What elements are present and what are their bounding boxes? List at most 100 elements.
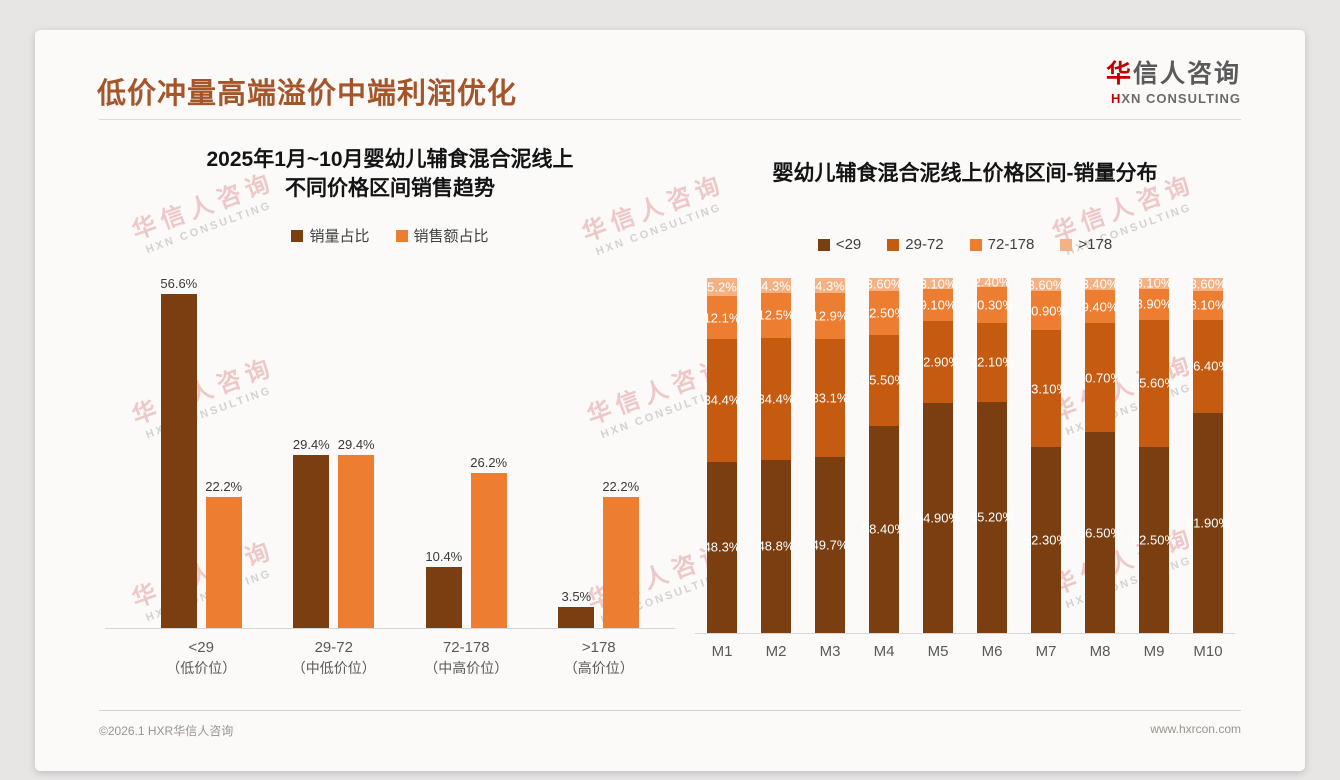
stacked-segment: 34.4% — [704, 339, 740, 462]
stacked-segment: 35.60% — [1132, 320, 1176, 447]
stacked-segment: 52.50% — [1132, 446, 1176, 633]
logo-en-rest: XN CONSULTING — [1121, 91, 1241, 106]
bar-with-label: 10.4% — [425, 549, 462, 628]
segment-value-label: 3.40% — [1081, 276, 1119, 292]
x-axis-label: M3 — [819, 643, 841, 660]
legend-label: 29-72 — [905, 236, 944, 253]
stacked-segment: 26.40% — [1186, 319, 1230, 414]
chart1-title-line2: 不同价格区间销售趋势 — [285, 177, 495, 200]
segment-value-label: 5.2% — [707, 279, 737, 295]
legend-label: 销量占比 — [309, 228, 370, 245]
stacked-segment: 8.10% — [1190, 290, 1226, 320]
company-logo: 华信人咨询 HXN CONSULTING — [1106, 54, 1241, 106]
footer-copyright: ©2026.1 HXR华信人咨询 — [99, 724, 234, 738]
bar-value-label: 22.2% — [205, 479, 243, 495]
stacked-segment: 33.10% — [1024, 329, 1068, 448]
stacked-segment: 4.3% — [761, 278, 791, 294]
stacked-segment: 12.50% — [862, 290, 906, 336]
chart1-plot: 56.6% 22.2% 29.4% 29.4% 10.4% 26.2% 3.5% 22.2% — [105, 276, 675, 628]
stacked-bar: 3.10% 8.90% 35.60% 52.50% — [1127, 276, 1181, 633]
stacked-segment: 22.90% — [916, 321, 960, 403]
bar — [205, 497, 242, 628]
chart-price-band-volume-distribution: 婴幼儿辅食混合泥线上价格区间-销量分布 <29 29-72 72-178 >178 5… — [695, 145, 1235, 660]
bar-with-label: 29.4% — [338, 437, 375, 628]
x-axis-label: M1 — [711, 643, 733, 660]
segment-value-label: 22.90% — [915, 354, 961, 370]
stacked-segment: 8.90% — [1136, 288, 1172, 321]
stacked-segment: 12.9% — [812, 293, 848, 340]
x-axis-label: <29 — [188, 639, 214, 656]
bar — [558, 607, 595, 628]
segment-value-label: 49.7% — [811, 537, 849, 553]
x-axis-label: M8 — [1089, 643, 1111, 660]
segment-value-label: 3.60% — [865, 276, 903, 292]
segment-value-label: 3.10% — [1135, 275, 1173, 291]
segment-value-label: 52.50% — [1131, 532, 1177, 548]
segment-value-label: 22.10% — [969, 354, 1015, 370]
legend-swatch — [887, 238, 900, 251]
segment-value-label: 9.10% — [919, 297, 957, 313]
bar-with-label: 22.2% — [205, 479, 242, 628]
segment-value-label: 12.5% — [757, 307, 795, 323]
bar-value-label: 22.2% — [602, 479, 640, 495]
bar-group: 29.4% 29.4% — [268, 276, 401, 628]
legend-swatch — [969, 238, 982, 251]
segment-value-label: 12.9% — [811, 308, 849, 324]
segment-value-label: 34.4% — [757, 391, 795, 407]
logo-en-first: H — [1110, 91, 1122, 106]
stacked-segment: 3.60% — [1028, 277, 1065, 292]
legend-item: <29 — [817, 236, 861, 253]
page-title: 低价冲量高端溢价中端利润优化 — [97, 78, 518, 110]
segment-value-label: 64.90% — [915, 510, 961, 526]
bar-value-label: 10.4% — [425, 548, 463, 564]
segment-value-label: 10.90% — [1023, 303, 1069, 318]
stacked-segment: 34.4% — [758, 337, 794, 460]
stacked-segment: 22.10% — [970, 323, 1014, 402]
bar — [425, 566, 462, 628]
bar-group: 10.4% 26.2% — [400, 276, 533, 628]
legend-label: >178 — [1078, 236, 1113, 253]
x-axis-label: M7 — [1035, 643, 1057, 660]
stacked-bar-column: 2.40% 10.30% 22.10% 65.20% — [970, 275, 1014, 633]
x-axis-category: 29-72 （中低价位） — [268, 637, 401, 678]
segment-value-label: 8.10% — [1189, 297, 1227, 313]
x-axis-label: M5 — [927, 643, 949, 660]
legend-item: 销量占比 — [291, 225, 370, 246]
bar — [160, 294, 197, 628]
x-axis-sublabel: （中高价位） — [424, 660, 509, 676]
bar — [470, 473, 507, 628]
stacked-segment: 3.40% — [1082, 277, 1119, 292]
logo-chinese-name: 华信人咨询 — [1106, 54, 1241, 90]
bar-group: 3.5% 22.2% — [533, 276, 666, 628]
stacked-segment: 3.10% — [1136, 276, 1173, 291]
legend-item: 72-178 — [969, 236, 1035, 253]
x-axis-category: <29 （低价位） — [135, 637, 268, 678]
stacked-bar: 3.40% 9.40% 30.70% 56.50% — [1073, 277, 1127, 633]
bar-group: 56.6% 22.2% — [135, 276, 268, 628]
legend-item: 29-72 — [887, 236, 944, 253]
stacked-bar-column: 3.10% 8.90% 35.60% 52.50% — [1132, 276, 1176, 633]
x-axis-label: >178 — [581, 639, 616, 656]
chart2-x-axis: M1 M2 M3 M4 M5 M6 M7 M8 M9 M10 — [695, 633, 1235, 660]
stacked-bar-column: 5.2% 12.1% 34.4% 48.3% — [704, 278, 740, 633]
stacked-segment: 49.7% — [812, 456, 848, 633]
stacked-segment: 65.20% — [970, 401, 1014, 633]
stacked-segment: 10.90% — [1024, 291, 1068, 330]
segment-value-label: 65.20% — [969, 509, 1015, 525]
chart2-legend: <29 29-72 72-178 >178 — [695, 236, 1235, 253]
stacked-segment: 3.60% — [1190, 277, 1227, 292]
segment-value-label: 4.3% — [815, 278, 845, 294]
x-axis-label: M2 — [765, 643, 787, 660]
stacked-bar-column: 4.3% 12.9% 33.1% 49.7% — [812, 278, 848, 633]
segment-value-label: 3.60% — [1189, 276, 1227, 292]
legend-label: 72-178 — [987, 236, 1035, 253]
segment-value-label: 48.8% — [757, 538, 795, 554]
stacked-segment: 58.40% — [862, 425, 906, 633]
stacked-segment: 56.50% — [1078, 432, 1122, 633]
segment-value-label: 25.50% — [861, 372, 907, 388]
stacked-segment: 12.5% — [758, 293, 794, 338]
chart1-x-axis: <29 （低价位） 29-72 （中低价位） 72-178 （中高价位） >178 （高价位） — [105, 628, 675, 678]
legend-swatch — [291, 229, 304, 242]
x-axis-category: >178 （高价位） — [533, 637, 666, 678]
stacked-bar-column: 4.3% 12.5% 34.4% 48.8% — [758, 278, 794, 633]
